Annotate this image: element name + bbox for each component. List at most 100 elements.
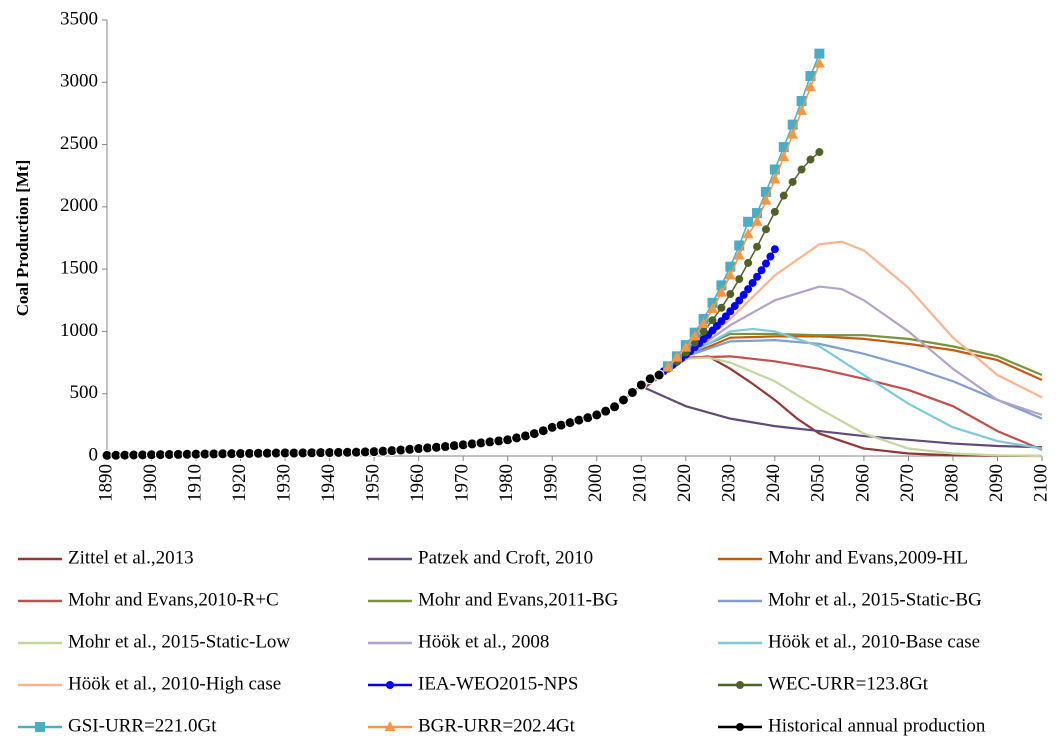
marker [806, 155, 815, 164]
marker [546, 421, 558, 433]
marker [752, 208, 763, 219]
marker [778, 151, 790, 162]
marker [813, 57, 825, 68]
marker [734, 240, 745, 251]
marker [635, 379, 647, 391]
marker [680, 341, 692, 352]
marker [748, 278, 757, 287]
marker [662, 361, 674, 372]
x-tick-label: 1960 [407, 464, 428, 502]
series [640, 327, 1043, 450]
legend-label: Höök et al., 2010-Base case [768, 631, 980, 652]
x-tick-label: 2100 [1030, 464, 1051, 502]
marker [742, 228, 754, 239]
x-tick-label: 2090 [986, 464, 1007, 502]
series [101, 369, 665, 461]
series [662, 57, 825, 372]
series [640, 285, 1043, 416]
y-tick-label: 1000 [60, 320, 98, 341]
marker [796, 104, 808, 115]
x-tick-label: 1900 [140, 464, 161, 502]
x-tick-label: 2000 [585, 464, 606, 502]
marker [384, 721, 396, 731]
marker [787, 128, 799, 139]
x-tick-label: 2010 [630, 464, 651, 502]
legend-label: Patzek and Croft, 2010 [418, 547, 593, 568]
series-line [640, 385, 1043, 449]
x-tick-label: 2040 [763, 464, 784, 502]
marker [520, 430, 532, 442]
legend-label: Mohr et al., 2015-Static-Low [68, 631, 290, 652]
marker [769, 164, 780, 175]
marker [766, 252, 775, 261]
series-line [667, 63, 821, 369]
marker [511, 432, 523, 444]
legend-label: Höök et al., 2010-High case [68, 673, 281, 694]
marker [770, 245, 779, 254]
series-line [640, 355, 1043, 458]
x-tick-label: 2020 [674, 464, 695, 502]
y-tick-label: 3500 [60, 8, 98, 29]
x-tick-label: 2080 [941, 464, 962, 502]
marker [626, 386, 638, 398]
x-tick-label: 1920 [229, 464, 250, 502]
marker [726, 307, 735, 316]
marker [761, 259, 770, 268]
series [640, 339, 1043, 420]
marker [744, 285, 753, 294]
y-tick-label: 1500 [60, 258, 98, 279]
legend-label: Mohr et al., 2015-Static-BG [768, 589, 982, 610]
x-tick-label: 1970 [452, 464, 473, 502]
marker [730, 302, 739, 311]
marker [493, 435, 505, 447]
x-tick-label: 1940 [318, 464, 339, 502]
y-tick-label: 500 [70, 382, 99, 403]
legend-label: BGR-URR=202.4Gt [418, 715, 576, 736]
y-tick-label: 2000 [60, 195, 98, 216]
marker [797, 165, 806, 174]
marker [739, 290, 748, 299]
marker [690, 338, 699, 347]
legend-label: Mohr and Evans,2011-BG [418, 589, 619, 610]
x-tick-label: 2030 [719, 464, 740, 502]
marker [753, 272, 762, 281]
marker [600, 405, 612, 417]
marker [761, 225, 770, 234]
series [640, 385, 1043, 449]
marker [804, 81, 816, 92]
marker [760, 194, 772, 205]
marker [779, 191, 788, 200]
marker [707, 303, 719, 314]
marker [743, 216, 754, 227]
marker [724, 269, 736, 280]
marker [778, 142, 789, 153]
x-tick-label: 1890 [95, 464, 116, 502]
y-tick-label: 2500 [60, 133, 98, 154]
marker [698, 317, 710, 328]
series [640, 355, 1043, 458]
x-tick-label: 1910 [184, 464, 205, 502]
y-axis-label: Coal Production [Mt] [13, 160, 32, 316]
marker [788, 177, 797, 186]
legend-label: IEA-WEO2015-NPS [418, 673, 578, 694]
series-line [640, 356, 1043, 458]
marker [736, 681, 744, 689]
marker [726, 290, 735, 299]
x-tick-label: 1980 [496, 464, 517, 502]
series [640, 356, 1043, 458]
marker [617, 394, 629, 406]
marker [770, 207, 779, 216]
y-tick-label: 3000 [60, 71, 98, 92]
marker [744, 258, 753, 267]
marker [609, 401, 621, 413]
marker [35, 722, 45, 732]
marker [386, 681, 394, 689]
x-tick-label: 1950 [363, 464, 384, 502]
marker [735, 275, 744, 284]
x-tick-label: 2050 [808, 464, 829, 502]
marker [699, 327, 708, 336]
marker [769, 173, 781, 184]
marker [805, 71, 816, 82]
legend-label: Mohr and Evans,2010-R+C [68, 589, 279, 610]
series [664, 148, 824, 373]
